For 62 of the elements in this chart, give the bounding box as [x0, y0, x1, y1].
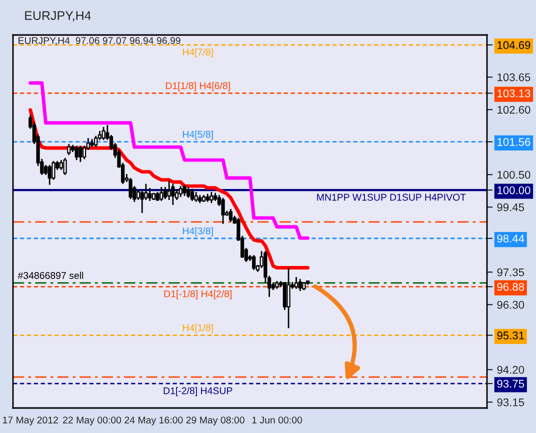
candlestick [294, 276, 298, 290]
candlestick [190, 188, 194, 202]
ref-line-label: D1[-1/8] H4[2/8] [164, 290, 232, 300]
line-series [28, 108, 310, 270]
candlestick [178, 185, 182, 198]
candlestick [210, 191, 214, 204]
candlestick [44, 164, 48, 176]
ref-line-label: H4[1/8] [182, 324, 213, 334]
y-tick-label: 103.65 [498, 73, 530, 82]
ref-line-label: #34866897 sell [18, 272, 84, 279]
candlestick [59, 159, 63, 171]
y-tick-label: 99.45 [497, 203, 524, 212]
candlestick [52, 160, 56, 181]
chart-title: EURJPY,H4 [25, 11, 91, 22]
line-series [28, 81, 310, 240]
y-tick-label: 103.13 [498, 89, 530, 98]
y-tick-label: 102.60 [498, 106, 530, 114]
candlestick [94, 135, 98, 148]
y-tick-label: 98.44 [497, 234, 524, 243]
candlestick [128, 177, 132, 200]
candlestick [48, 164, 52, 186]
candlestick [148, 187, 152, 202]
y-tick-label: 93.15 [497, 398, 524, 406]
candlestick [144, 183, 148, 201]
y-tick-label: 94.20 [497, 366, 524, 374]
ref-line-label: MN1PP W1SUP D1SUP H4PIVOT [317, 194, 466, 201]
y-tick-label: 100.50 [498, 170, 530, 179]
candlestick [298, 278, 302, 292]
y-tick-label: 104.69 [498, 41, 530, 50]
candlestick [63, 157, 67, 176]
candlestick [186, 186, 190, 199]
ref-line-label: H4[5/8] [182, 130, 213, 140]
y-tick-label: 97.35 [497, 268, 524, 276]
candlestick [102, 126, 106, 141]
candlestick [194, 191, 198, 203]
candlestick [67, 143, 71, 156]
candlestick [74, 145, 78, 161]
candlestick [228, 208, 233, 223]
y-tick-label: 93.75 [497, 380, 524, 388]
x-tick-label: 24 May 16:00 [124, 416, 183, 426]
x-tick-label: 22 May 00:00 [63, 416, 122, 426]
candlestick [286, 267, 290, 329]
candlestick [171, 183, 175, 206]
y-tick-label: 101.56 [498, 138, 530, 146]
y-tick-label: 95.31 [497, 332, 524, 340]
ref-line-label: H4[7/8] [182, 48, 213, 58]
x-tick-label: 29 May 08:00 [186, 416, 244, 426]
ref-line-label: D1[1/8] H4[6/8] [166, 82, 230, 92]
candlestick [252, 254, 256, 271]
y-tick-label: 96.88 [497, 282, 524, 291]
ref-line-label: H4[3/8] [182, 227, 213, 236]
candlestick [182, 184, 186, 197]
candlestick [221, 197, 225, 225]
candlestick [160, 186, 164, 202]
y-tick-label: 96.30 [497, 300, 524, 309]
x-tick-label: 1 Jun 00:00 [252, 416, 302, 424]
candlestick [167, 180, 171, 201]
y-tick-label: 100.00 [498, 186, 530, 194]
candlestick [78, 145, 82, 163]
ref-line-label: D1[-2/8] H4SUP [164, 387, 232, 396]
chart-subtitle: EURJPY,H4 97.06 97.07 96.94 96.99 [18, 37, 180, 46]
x-tick-label: 17 May 2012 [2, 416, 58, 426]
